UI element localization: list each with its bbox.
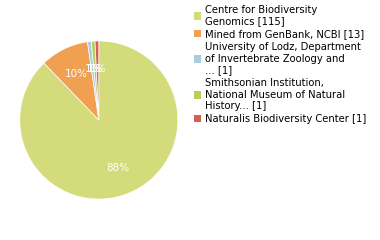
Legend: Centre for Biodiversity
Genomics [115], Mined from GenBank, NCBI [13], Universit: Centre for Biodiversity Genomics [115], … [194, 5, 367, 124]
Wedge shape [95, 41, 99, 120]
Text: 1%: 1% [87, 64, 103, 74]
Text: 1%: 1% [89, 64, 106, 74]
Wedge shape [91, 41, 99, 120]
Wedge shape [87, 41, 99, 120]
Wedge shape [44, 42, 99, 120]
Text: 88%: 88% [106, 163, 130, 173]
Text: 1%: 1% [84, 64, 101, 74]
Text: 10%: 10% [65, 69, 88, 79]
Wedge shape [20, 41, 178, 199]
